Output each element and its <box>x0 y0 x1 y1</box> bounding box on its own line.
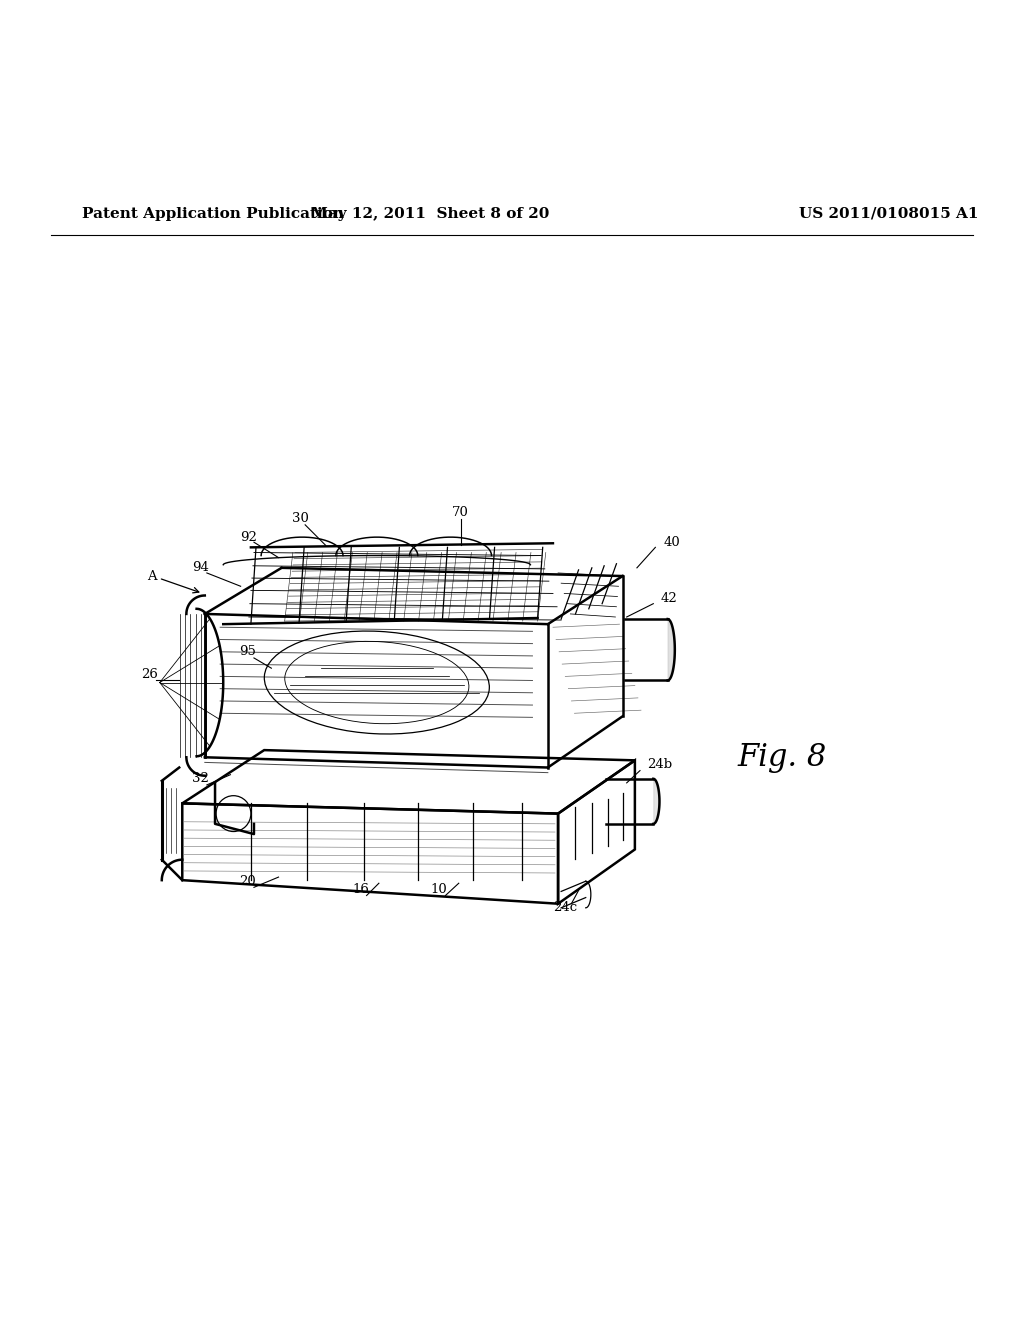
Text: 94: 94 <box>193 561 209 574</box>
Text: 20: 20 <box>240 875 256 887</box>
Text: 24b: 24b <box>647 758 673 771</box>
Text: US 2011/0108015 A1: US 2011/0108015 A1 <box>799 206 978 220</box>
Text: 10: 10 <box>431 883 447 896</box>
Text: 70: 70 <box>453 506 469 519</box>
Text: 92: 92 <box>241 531 257 544</box>
Text: 30: 30 <box>292 512 308 525</box>
Text: 26: 26 <box>141 668 158 681</box>
Text: May 12, 2011  Sheet 8 of 20: May 12, 2011 Sheet 8 of 20 <box>311 206 549 220</box>
Text: 42: 42 <box>660 593 677 605</box>
Text: Patent Application Publication: Patent Application Publication <box>82 206 344 220</box>
Text: 16: 16 <box>352 883 369 896</box>
Text: 40: 40 <box>664 536 680 549</box>
Text: 32: 32 <box>193 772 209 785</box>
Text: A: A <box>146 569 157 582</box>
Text: Fig. 8: Fig. 8 <box>737 742 826 772</box>
Text: 95: 95 <box>240 645 256 659</box>
Text: 24c: 24c <box>553 902 578 915</box>
